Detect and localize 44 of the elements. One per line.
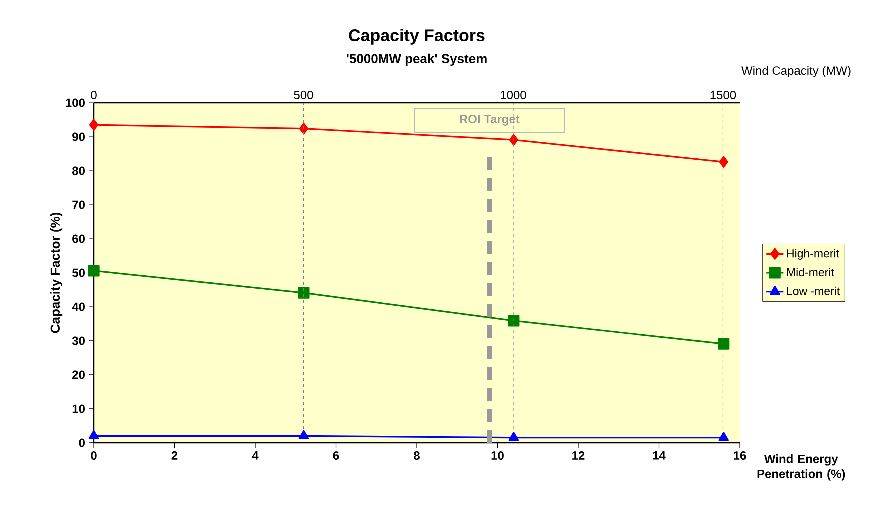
chart-subtitle: '5000MW peak' System [347,54,487,66]
chart-title: Capacity Factors [349,29,485,45]
x2-tick-label: 1500 [710,90,736,100]
legend-label: Mid-merit [787,268,834,277]
y-tick-label: 40 [72,302,85,312]
y-tick-label: 50 [72,268,85,278]
y-tick-label: 30 [72,336,85,346]
y-tick-label: 90 [72,132,85,142]
x-tick-label: 4 [252,452,259,460]
point [718,432,729,442]
y-axis-title: Capacity Factor (%) [50,212,63,334]
x-tick-label: 6 [333,452,340,460]
point [508,315,520,327]
point [299,123,309,135]
point [88,430,100,440]
x-axis-title: Wind Energy Penetration (%) [758,454,846,481]
x-tick-label: 8 [414,452,420,460]
x-tick-label: 12 [572,452,585,460]
point [88,265,100,277]
point [298,430,310,440]
y-tick-label: 100 [66,98,85,108]
x2-tick-label: 0 [91,90,97,100]
y-tick-label: 10 [72,404,85,414]
x-tick-label: 16 [734,452,746,460]
point [718,338,730,350]
point [508,432,520,442]
y-tick-label: 0 [79,438,85,448]
y-tick-label: 60 [72,234,85,244]
point [89,119,99,131]
x2-tick-label: 1000 [501,90,526,100]
legend-label: Low -merit [787,286,840,296]
x-tick-label: 2 [172,452,178,460]
ref-line-label: ROI Target [460,115,520,126]
y-tick-label: 20 [72,370,85,380]
x-tick-label: 14 [653,452,666,460]
x-tick-label: 0 [91,452,97,460]
legend-label: High-merit [787,249,840,260]
point [719,156,728,168]
point [298,287,310,299]
y-tick-label: 80 [72,166,85,176]
x2-axis-title: Wind Capacity (MW) [742,66,851,78]
y-tick-label: 70 [72,200,85,210]
x-tick-label: 10 [492,452,504,460]
x2-tick-label: 500 [294,90,314,100]
